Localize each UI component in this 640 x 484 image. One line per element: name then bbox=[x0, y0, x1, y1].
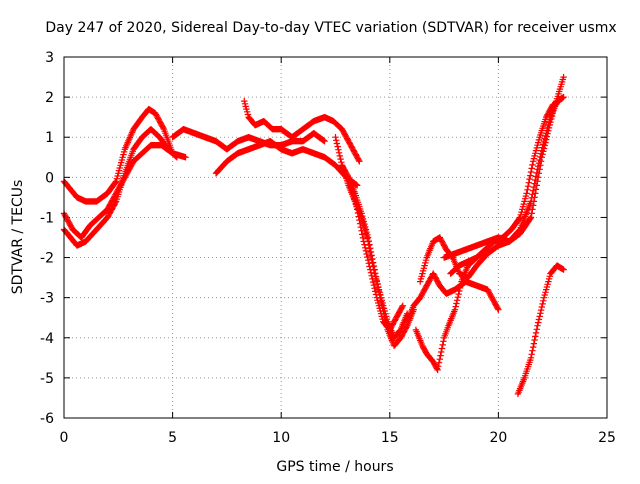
series-track-9 bbox=[347, 182, 406, 333]
y-tick-label: 0 bbox=[45, 170, 54, 186]
x-tick-label: 25 bbox=[598, 430, 616, 446]
grid bbox=[64, 57, 607, 418]
x-axis-label: GPS time / hours bbox=[276, 459, 393, 475]
y-tick-label: -3 bbox=[40, 291, 54, 307]
data-point-markers bbox=[347, 182, 406, 333]
series-track-6 bbox=[241, 97, 363, 165]
y-tick-label: 3 bbox=[45, 50, 54, 66]
series-track-8 bbox=[338, 162, 417, 349]
x-tick-label: 15 bbox=[381, 430, 399, 446]
y-tick-label: -5 bbox=[40, 371, 54, 387]
x-tick-label: 20 bbox=[489, 430, 507, 446]
y-tick-label: 2 bbox=[45, 90, 54, 106]
x-tick-label: 10 bbox=[272, 430, 290, 446]
data-point-markers bbox=[447, 97, 563, 277]
series-track-14 bbox=[447, 97, 563, 277]
data-point-markers bbox=[241, 97, 363, 165]
data-point-markers bbox=[514, 262, 567, 398]
y-tick-label: -2 bbox=[40, 251, 54, 267]
y-tick-label: -4 bbox=[40, 331, 54, 347]
data-points bbox=[60, 73, 567, 398]
data-point-markers bbox=[338, 162, 417, 349]
chart-title: Day 247 of 2020, Sidereal Day-to-day VTE… bbox=[45, 20, 616, 36]
series-track-15 bbox=[514, 262, 567, 398]
y-tick-label: -6 bbox=[40, 411, 54, 427]
x-tick-label: 0 bbox=[60, 430, 69, 446]
x-tick-label: 5 bbox=[168, 430, 177, 446]
plot-frame bbox=[63, 56, 608, 419]
y-tick-label: 1 bbox=[45, 130, 54, 146]
y-tick-label: -1 bbox=[40, 210, 54, 226]
y-axis-label: SDTVAR / TECUs bbox=[10, 180, 26, 295]
